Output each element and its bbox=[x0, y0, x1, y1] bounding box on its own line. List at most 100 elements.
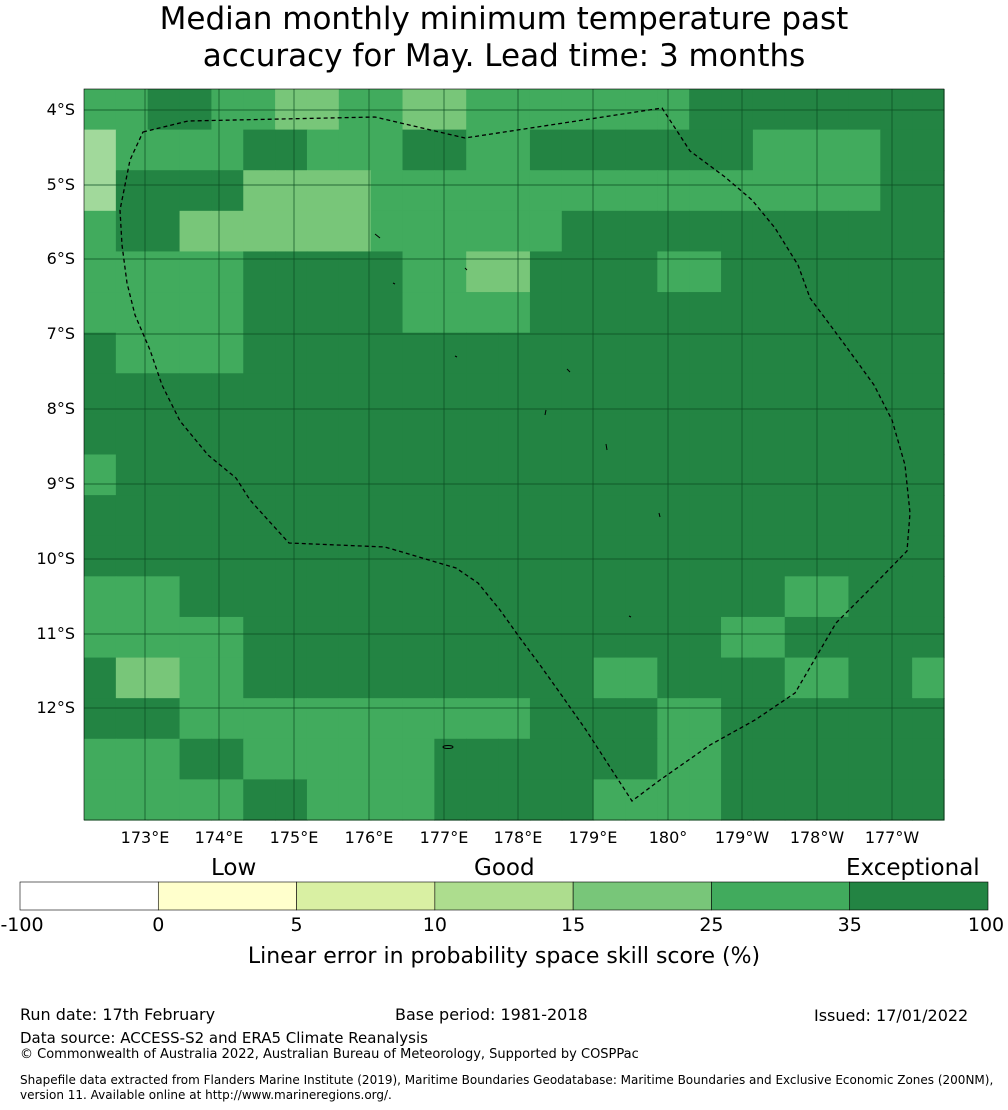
grid-cell bbox=[84, 535, 117, 577]
grid-cell bbox=[561, 495, 595, 537]
grid-cell bbox=[275, 738, 308, 780]
grid-cell bbox=[370, 332, 404, 374]
grid-cell bbox=[912, 89, 945, 131]
grid-cell bbox=[752, 576, 786, 618]
grid-cell bbox=[402, 535, 435, 577]
skill-grid bbox=[84, 89, 945, 821]
grid-cell bbox=[466, 292, 499, 334]
grid-cell bbox=[721, 129, 754, 171]
colorbar bbox=[19, 881, 989, 911]
grid-cell bbox=[593, 616, 627, 659]
grid-cell bbox=[402, 210, 435, 253]
grid-cell bbox=[848, 779, 881, 821]
grid-cell bbox=[434, 373, 467, 415]
grid-cell bbox=[306, 89, 340, 131]
grid-cell bbox=[115, 251, 149, 293]
grid-cell bbox=[721, 373, 754, 415]
grid-cell bbox=[561, 251, 595, 293]
grid-cell bbox=[402, 738, 435, 780]
grid-cell bbox=[593, 251, 627, 293]
grid-cell bbox=[370, 495, 404, 537]
map-frame bbox=[83, 88, 945, 821]
grid-cell bbox=[529, 616, 563, 659]
grid-cell bbox=[689, 454, 722, 496]
grid-cell bbox=[498, 332, 531, 374]
longitude-label: 174°E bbox=[194, 828, 244, 847]
grid-cell bbox=[784, 576, 818, 618]
grid-cell bbox=[338, 657, 372, 699]
grid-cell bbox=[147, 576, 181, 618]
grid-cell bbox=[880, 373, 913, 415]
grid-cell bbox=[275, 251, 308, 293]
grid-cell bbox=[338, 738, 372, 780]
grid-cell bbox=[593, 129, 627, 171]
grid-cell bbox=[529, 170, 563, 212]
grid-cell bbox=[721, 738, 754, 780]
shapefile-credit-line-1: Shapefile data extracted from Flanders M… bbox=[20, 1073, 994, 1087]
grid-cell bbox=[816, 129, 850, 171]
map-title-line-2: accuracy for May. Lead time: 3 months bbox=[202, 38, 806, 74]
colorbar-tick-label: -100 bbox=[0, 914, 44, 936]
grid-cell bbox=[243, 210, 276, 253]
grid-cell bbox=[689, 535, 722, 577]
grid-cell bbox=[625, 251, 658, 293]
grid-cell bbox=[721, 495, 754, 537]
grid-cell bbox=[752, 535, 786, 577]
map-title-line-1: Median monthly minimum temperature past bbox=[159, 1, 849, 37]
grid-cell bbox=[338, 535, 372, 577]
grid-cell bbox=[689, 698, 722, 740]
grid-cell bbox=[912, 698, 945, 740]
grid-cell bbox=[752, 413, 786, 456]
grid-cell bbox=[529, 373, 563, 415]
grid-cell bbox=[179, 698, 213, 740]
grid-cell bbox=[593, 657, 627, 699]
longitude-label: 177°E bbox=[419, 828, 469, 847]
grid-cell bbox=[370, 454, 404, 496]
grid-cell bbox=[784, 373, 818, 415]
colorbar-tick-label: 10 bbox=[422, 914, 447, 936]
grid-cell bbox=[84, 251, 117, 293]
grid-cell bbox=[721, 454, 754, 496]
grid-cell bbox=[147, 332, 181, 374]
grid-cell bbox=[593, 332, 627, 374]
grid-cell bbox=[466, 698, 499, 740]
grid-cell bbox=[561, 292, 595, 334]
grid-cell bbox=[306, 495, 340, 537]
grid-cell bbox=[466, 535, 499, 577]
grid-cell bbox=[498, 170, 531, 212]
grid-cell bbox=[721, 89, 754, 131]
grid-cell bbox=[434, 779, 467, 821]
grid-cell bbox=[498, 413, 531, 456]
grid-cell bbox=[689, 89, 722, 131]
grid-cell bbox=[84, 657, 117, 699]
island bbox=[628, 615, 632, 618]
grid-cell bbox=[179, 251, 213, 293]
grid-cell bbox=[529, 535, 563, 577]
latitude-label: 12°S bbox=[36, 698, 75, 717]
grid-cell bbox=[498, 738, 531, 780]
grid-cell bbox=[784, 779, 818, 821]
category-exceptional: Exceptional bbox=[846, 855, 980, 881]
grid-cell bbox=[147, 535, 181, 577]
grid-cell bbox=[625, 332, 658, 374]
grid-cell bbox=[211, 657, 244, 699]
grid-cell bbox=[848, 210, 881, 253]
grid-cell bbox=[721, 292, 754, 334]
grid-cell bbox=[434, 495, 467, 537]
grid-cell bbox=[912, 332, 945, 374]
grid-cell bbox=[147, 616, 181, 659]
island bbox=[605, 443, 608, 451]
grid-cell bbox=[179, 738, 213, 780]
grid-cell bbox=[306, 454, 340, 496]
grid-cell bbox=[657, 170, 690, 212]
grid-cell bbox=[211, 616, 244, 659]
island bbox=[464, 267, 468, 271]
latitude-label: 5°S bbox=[46, 175, 75, 194]
grid-cell bbox=[593, 454, 627, 496]
grid-cell bbox=[275, 129, 308, 171]
grid-cell bbox=[466, 373, 499, 415]
grid-cell bbox=[593, 535, 627, 577]
grid-cell bbox=[370, 698, 404, 740]
grid-cell bbox=[657, 657, 690, 699]
grid-cell bbox=[657, 779, 690, 821]
